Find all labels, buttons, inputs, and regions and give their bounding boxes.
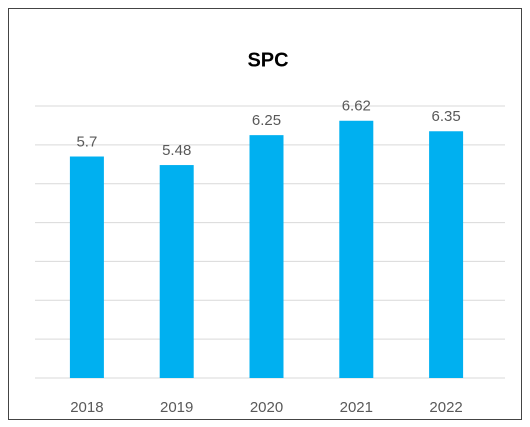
x-tick-label: 2018 (70, 399, 103, 416)
bar (249, 135, 284, 378)
data-label: 6.25 (252, 112, 281, 129)
bar (339, 120, 374, 378)
x-tick-label: 2019 (160, 399, 193, 416)
x-tick-label: 2022 (429, 399, 462, 416)
data-label: 6.35 (431, 108, 460, 125)
data-label: 5.7 (76, 133, 97, 150)
data-label: 6.62 (342, 98, 371, 115)
bar (429, 131, 464, 378)
x-tick-label: 2020 (250, 399, 283, 416)
x-tick-label: 2021 (340, 399, 373, 416)
bar (159, 165, 194, 378)
chart-title: SPC (247, 49, 288, 71)
bar (69, 156, 104, 378)
data-label: 5.48 (162, 142, 191, 159)
